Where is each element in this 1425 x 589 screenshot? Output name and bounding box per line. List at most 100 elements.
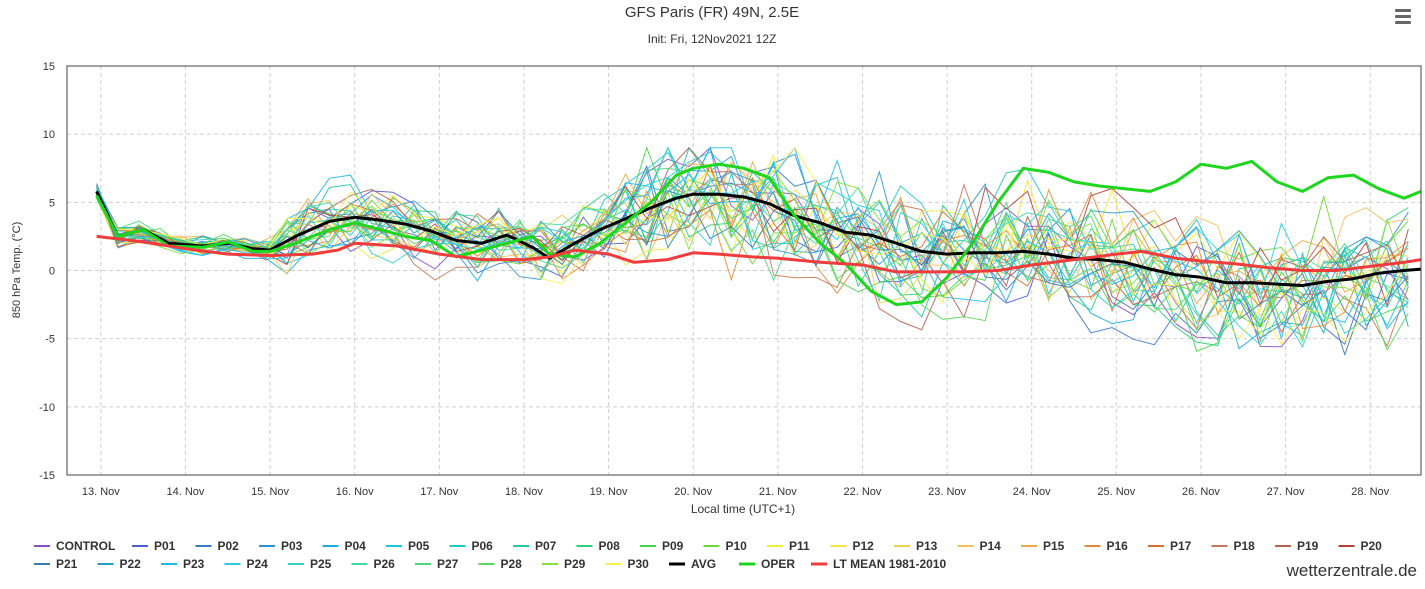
legend-item-p23[interactable]: P23	[161, 557, 205, 571]
legend-label: P04	[345, 539, 367, 553]
legend-label: P14	[980, 539, 1002, 553]
series-line-p27	[96, 167, 1409, 326]
legend-label: P10	[726, 539, 748, 553]
legend-label: P02	[218, 539, 240, 553]
legend-label: P23	[183, 557, 205, 571]
x-axis-label: Local time (UTC+1)	[691, 502, 795, 516]
legend-item-p22[interactable]: P22	[97, 557, 142, 571]
legend-label: P19	[1297, 539, 1319, 553]
series-line-oper	[95, 159, 1422, 307]
menu-icon-bar	[1395, 21, 1411, 24]
series-line-p21	[96, 189, 1409, 357]
legend-item-p03[interactable]: P03	[259, 539, 303, 553]
legend-item-p06[interactable]: P06	[449, 539, 494, 553]
legend-label: P12	[853, 539, 875, 553]
x-tick-label: 23. Nov	[928, 486, 966, 498]
x-tick-label: 14. Nov	[167, 486, 205, 498]
legend[interactable]: CONTROL P01 P02 P03 P04 P05 P06 P07 P08 P09 P10 P11…	[34, 539, 1382, 571]
legend-label: LT MEAN 1981-2010	[833, 557, 946, 571]
legend-item-avg[interactable]: AVG	[669, 557, 716, 571]
legend-item-p29[interactable]: P29	[542, 557, 586, 571]
y-tick-label: 0	[49, 266, 55, 278]
legend-item-p10[interactable]: P10	[703, 539, 748, 553]
legend-item-p18[interactable]: P18	[1211, 539, 1256, 553]
legend-label: P26	[374, 557, 396, 571]
x-tick-label: 24. Nov	[1013, 486, 1051, 498]
legend-item-p26[interactable]: P26	[351, 557, 396, 571]
legend-item-p13[interactable]: P13	[894, 539, 938, 553]
legend-item-p05[interactable]: P05	[386, 539, 430, 553]
series-line-avg	[95, 190, 1422, 287]
menu-icon-bar	[1395, 15, 1411, 18]
legend-item-p04[interactable]: P04	[322, 539, 367, 553]
legend-item-p19[interactable]: P19	[1275, 539, 1319, 553]
x-tick-label: 16. Nov	[336, 486, 374, 498]
legend-item-p15[interactable]: P15	[1021, 539, 1065, 553]
series-line-p16	[96, 188, 1409, 330]
legend-item-control[interactable]: CONTROL	[34, 539, 115, 553]
chart-subtitle: Init: Fri, 12Nov2021 12Z	[648, 32, 777, 46]
menu-icon-bar	[1395, 9, 1411, 12]
series-line-p13	[96, 161, 1409, 340]
legend-item-p30[interactable]: P30	[605, 557, 650, 571]
legend-item-lt-mean-1981-2010[interactable]: LT MEAN 1981-2010	[811, 557, 946, 571]
y-tick-label: 5	[49, 197, 55, 209]
legend-item-p21[interactable]: P21	[34, 557, 78, 571]
legend-label: P13	[916, 539, 938, 553]
legend-label: P15	[1043, 539, 1065, 553]
legend-item-p27[interactable]: P27	[415, 557, 459, 571]
x-tick-label: 15. Nov	[251, 486, 289, 498]
legend-label: P16	[1107, 539, 1129, 553]
x-tick-label: 20. Nov	[674, 486, 712, 498]
y-tick-label: -15	[39, 470, 55, 482]
legend-item-p09[interactable]: P09	[640, 539, 684, 553]
x-tick-label: 25. Nov	[1097, 486, 1135, 498]
legend-label: OPER	[761, 557, 795, 571]
series-line-p29	[96, 169, 1409, 325]
legend-item-p20[interactable]: P20	[1338, 539, 1383, 553]
x-tick-label: 28. Nov	[1351, 486, 1389, 498]
chart-menu-button[interactable]	[1392, 6, 1414, 28]
x-tick-label: 21. Nov	[759, 486, 797, 498]
series-line-lt-mean-1981-2010	[96, 234, 1422, 274]
legend-label: P21	[56, 557, 78, 571]
legend-label: P17	[1170, 539, 1192, 553]
x-tick-label: 27. Nov	[1267, 486, 1305, 498]
legend-label: P18	[1234, 539, 1256, 553]
y-tick-labels: 15 10 5 0 -5 -10 -15	[39, 61, 55, 482]
legend-item-p24[interactable]: P24	[224, 557, 269, 571]
legend-label: CONTROL	[56, 539, 115, 553]
legend-label: P29	[564, 557, 586, 571]
main-lines	[95, 159, 1422, 307]
y-tick-label: -10	[39, 402, 55, 414]
legend-item-p01[interactable]: P01	[132, 539, 176, 553]
legend-label: P01	[154, 539, 176, 553]
x-tick-label: 22. Nov	[844, 486, 882, 498]
legend-item-p02[interactable]: P02	[195, 539, 240, 553]
legend-item-p16[interactable]: P16	[1084, 539, 1129, 553]
series-line-p30	[96, 146, 1409, 346]
legend-label: AVG	[691, 557, 716, 571]
legend-label: P27	[437, 557, 459, 571]
legend-item-p11[interactable]: P11	[767, 539, 810, 553]
legend-item-oper[interactable]: OPER	[739, 557, 795, 571]
series-line-p19	[96, 147, 1409, 331]
plot-border	[66, 65, 1422, 476]
legend-item-p08[interactable]: P08	[576, 539, 621, 553]
legend-item-p25[interactable]: P25	[288, 557, 332, 571]
legend-item-p28[interactable]: P28	[478, 557, 523, 571]
legend-item-p17[interactable]: P17	[1148, 539, 1192, 553]
x-tick-label: 19. Nov	[590, 486, 628, 498]
ensemble-lines	[96, 146, 1409, 357]
legend-item-p14[interactable]: P14	[957, 539, 1002, 553]
x-tick-labels: 13. Nov 14. Nov 15. Nov 16. Nov 17. Nov 18. N…	[82, 486, 1390, 498]
legend-item-p07[interactable]: P07	[513, 539, 557, 553]
series-line-p25	[96, 172, 1409, 348]
series-line-p28	[96, 177, 1409, 351]
legend-item-p12[interactable]: P12	[830, 539, 875, 553]
y-tick-label: 15	[43, 61, 55, 73]
legend-label: P08	[599, 539, 621, 553]
series-line-p23	[96, 146, 1409, 341]
x-tick-label: 18. Nov	[505, 486, 543, 498]
